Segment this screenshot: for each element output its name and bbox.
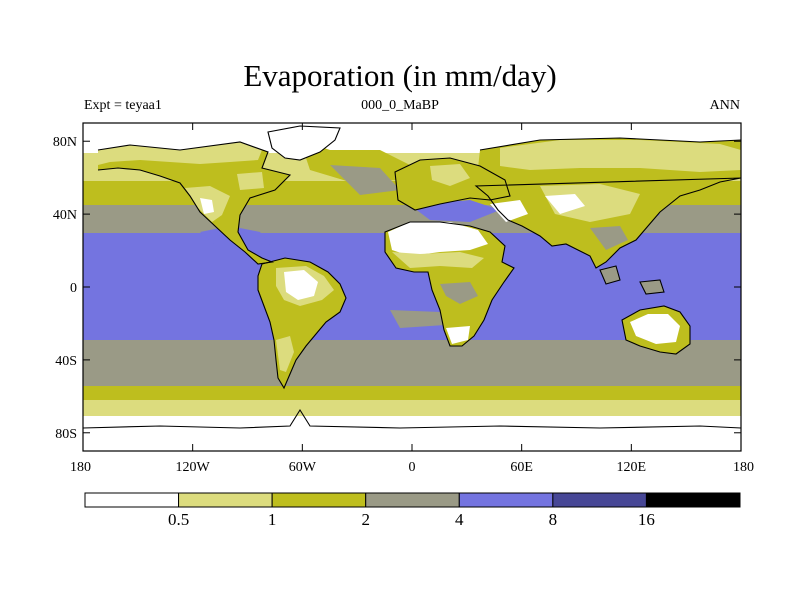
australia-desert bbox=[630, 314, 680, 344]
experiment-label: Expt = teyaa1 bbox=[84, 98, 162, 113]
lon-tick-label: 120E bbox=[617, 460, 647, 475]
scandinavia bbox=[430, 164, 470, 186]
south-atlantic-gray bbox=[390, 310, 445, 328]
antarctica-coast bbox=[83, 408, 741, 429]
lat-tick-label: 0 bbox=[70, 281, 77, 296]
colorbar-swatch bbox=[365, 492, 460, 508]
colorbar-level-label: 4 bbox=[455, 510, 464, 529]
time-slice-label: 000_0_MaBP bbox=[361, 98, 439, 113]
patagonia bbox=[276, 336, 294, 372]
lon-tick-label: 120W bbox=[176, 460, 211, 475]
lon-tick-label: 60W bbox=[289, 460, 317, 475]
south-gray-band bbox=[83, 340, 741, 388]
lat-tick-label: 80S bbox=[55, 427, 77, 442]
colorbar-swatch bbox=[645, 492, 741, 508]
south-olive-band bbox=[83, 386, 741, 402]
south-america-coast bbox=[257, 257, 347, 390]
axis-ticks: 180 120W 60W 0 60E 120E 180 80N 40N 0 40S 80S bbox=[53, 123, 754, 475]
colorbar-swatch bbox=[552, 492, 647, 508]
siberia-light bbox=[500, 140, 741, 172]
congo-basin bbox=[440, 282, 478, 304]
north-america-tundra bbox=[98, 142, 262, 165]
middle-east-desert bbox=[490, 200, 528, 222]
colorbar-swatch bbox=[178, 492, 273, 508]
colorbar-swatch bbox=[271, 492, 367, 508]
north-america-coast bbox=[97, 141, 292, 265]
central-asia-dry bbox=[540, 184, 640, 222]
amazon-core bbox=[284, 270, 318, 300]
greenland-land bbox=[268, 126, 340, 160]
lat-tick-label: 40S bbox=[55, 354, 77, 369]
lon-tick-label: 180 bbox=[733, 460, 754, 475]
europe-coast bbox=[394, 157, 511, 211]
indonesia-coast bbox=[599, 265, 621, 285]
east-asia-humid bbox=[590, 226, 628, 250]
map-title: Evaporation (in mm/day) bbox=[243, 58, 557, 93]
north-atlantic-gray bbox=[330, 165, 400, 195]
desert-southwest bbox=[200, 198, 214, 214]
lat-tick-label: 80N bbox=[53, 135, 77, 150]
lat-tick-label: 40N bbox=[53, 208, 77, 223]
colorbar-level-label: 2 bbox=[361, 510, 370, 529]
kalahari bbox=[446, 326, 470, 344]
north-america-land bbox=[98, 142, 290, 264]
season-label: ANN bbox=[709, 98, 740, 113]
colorbar-level-label: 16 bbox=[638, 510, 655, 529]
lon-tick-label: 180 bbox=[70, 460, 91, 475]
colorbar-level-label: 0.5 bbox=[168, 510, 189, 529]
antarctica-land bbox=[83, 426, 741, 451]
hudson-region bbox=[237, 172, 264, 190]
asia-coast bbox=[474, 137, 741, 269]
map-field bbox=[83, 123, 741, 451]
sahel bbox=[392, 252, 484, 268]
new-guinea-land bbox=[640, 280, 664, 294]
australia-coast bbox=[621, 305, 691, 355]
colorbar-swatch bbox=[458, 492, 554, 508]
africa-coast bbox=[384, 221, 515, 347]
lon-tick-label: 0 bbox=[409, 460, 416, 475]
colorbar-swatch bbox=[84, 492, 180, 508]
gobi-desert bbox=[545, 194, 585, 214]
indonesia-land bbox=[600, 266, 620, 284]
lon-tick-label: 60E bbox=[510, 460, 533, 475]
colorbar-level-label: 8 bbox=[549, 510, 558, 529]
sahara-desert bbox=[388, 222, 488, 256]
coastlines bbox=[83, 125, 741, 429]
colorbar-level-label: 1 bbox=[268, 510, 277, 529]
greenland-coast bbox=[267, 125, 341, 161]
south-light-band bbox=[83, 400, 741, 418]
colorbar: 0.5 1 2 4 8 16 bbox=[84, 492, 741, 529]
new-guinea-coast bbox=[639, 279, 665, 295]
